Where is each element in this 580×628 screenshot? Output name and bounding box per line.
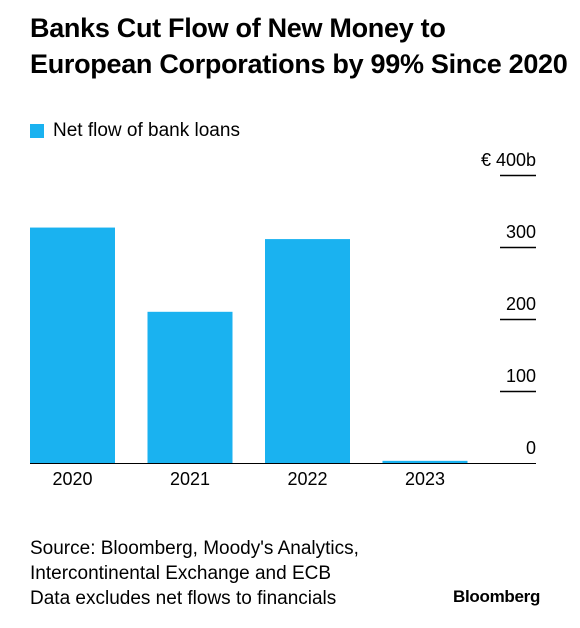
- y-tick-label: 300: [506, 222, 536, 242]
- bar-2023: [382, 460, 468, 463]
- legend-swatch: [30, 124, 44, 138]
- y-tick-label: 0: [526, 438, 536, 458]
- y-tick-label: 100: [506, 366, 536, 386]
- x-tick-label: 2022: [287, 469, 327, 489]
- source-line: Source: Bloomberg, Moody's Analytics,: [30, 538, 359, 559]
- bar-2021: [147, 311, 233, 463]
- source-notes: Source: Bloomberg, Moody's Analytics, In…: [30, 536, 359, 611]
- x-tick-label: 2020: [52, 469, 92, 489]
- source-line: Data excludes net flows to financials: [30, 588, 337, 609]
- y-tick-label: € 400b: [481, 150, 536, 170]
- x-tick-label: 2021: [170, 469, 210, 489]
- chart-title: Banks Cut Flow of New Money to European …: [30, 13, 568, 79]
- bar-2020: [30, 227, 115, 463]
- y-tick-label: 200: [506, 294, 536, 314]
- legend-label: Net flow of bank loans: [53, 120, 240, 141]
- x-tick-label: 2023: [405, 469, 445, 489]
- chart-legend: Net flow of bank loans: [30, 120, 240, 142]
- bar-2022: [265, 239, 350, 463]
- source-line: Intercontinental Exchange and ECB: [30, 563, 332, 584]
- bloomberg-logo: Bloomberg: [453, 587, 541, 606]
